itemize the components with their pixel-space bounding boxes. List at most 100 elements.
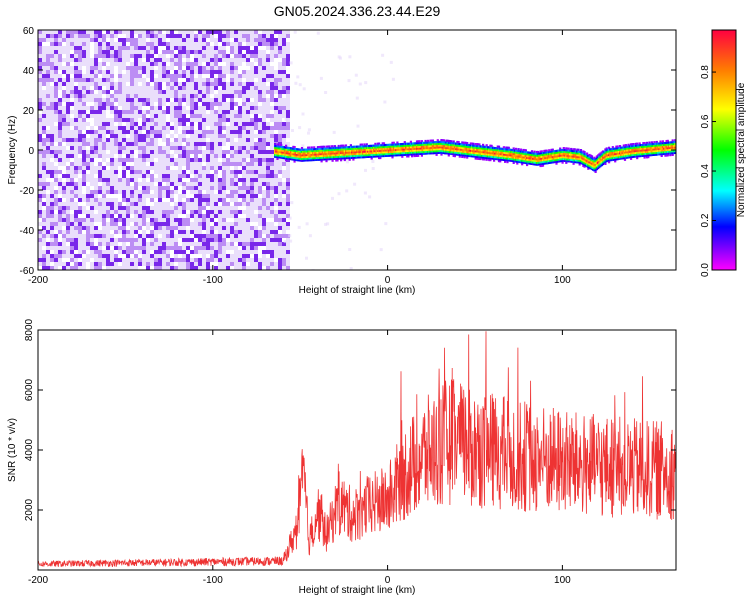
- noise-cell: [186, 66, 190, 70]
- noise-cell: [178, 54, 182, 58]
- noise-cell: [54, 182, 58, 186]
- heatmap-cell: [457, 144, 460, 147]
- heatmap-cell: [508, 159, 512, 162]
- noise-cell: [66, 50, 70, 54]
- noise-cell: [266, 166, 270, 170]
- heatmap-cell: [308, 153, 311, 156]
- noise-cell: [258, 138, 262, 142]
- noise-cell: [218, 218, 222, 222]
- noise-cell: [254, 38, 258, 42]
- noise-cell: [50, 170, 54, 174]
- heatmap-cell: [519, 153, 523, 157]
- noise-cell: [178, 58, 182, 62]
- noise-cell: [158, 238, 162, 242]
- heatmap-cell: [422, 152, 425, 155]
- noise-cell: [258, 238, 262, 242]
- noise-cell: [174, 70, 178, 74]
- noise-cell: [238, 218, 242, 222]
- noise-cell: [110, 46, 114, 50]
- heatmap-cell: [436, 144, 439, 147]
- noise-cell: [278, 266, 282, 270]
- noise-cell: [106, 246, 110, 250]
- noise-cell: [198, 130, 202, 134]
- heatmap-cell: [513, 153, 516, 156]
- noise-cell: [246, 78, 250, 82]
- noise-cell: [114, 230, 118, 234]
- heatmap-cell: [344, 146, 348, 149]
- heatmap-cell: [292, 156, 295, 159]
- noise-cell: [66, 34, 70, 38]
- noise-cell: [270, 174, 274, 178]
- heatmap-cell: [395, 150, 398, 153]
- noise-cell: [381, 53, 385, 57]
- noise-cell: [186, 118, 190, 122]
- noise-cell: [62, 58, 66, 62]
- noise-cell: [102, 202, 106, 206]
- heatmap-cell: [332, 148, 335, 151]
- heatmap-cell: [387, 143, 390, 146]
- noise-cell: [126, 118, 130, 122]
- noise-cell: [182, 234, 186, 238]
- heatmap-cell: [336, 150, 339, 153]
- noise-cell: [214, 122, 218, 126]
- heatmap-cell: [374, 151, 377, 154]
- heatmap-cell: [426, 146, 430, 150]
- heatmap-cell: [349, 149, 352, 152]
- noise-cell: [66, 70, 70, 74]
- noise-cell: [194, 246, 198, 250]
- noise-cell: [142, 262, 146, 266]
- heatmap-cell: [430, 146, 433, 149]
- noise-cell: [210, 150, 214, 154]
- heatmap-cell: [338, 150, 341, 153]
- heatmap-cell: [414, 153, 417, 156]
- noise-cell: [214, 126, 218, 130]
- heatmap-cell: [426, 150, 430, 153]
- heatmap-cell: [404, 150, 408, 153]
- heatmap-cell: [501, 151, 504, 154]
- noise-cell: [234, 254, 238, 258]
- heatmap-cell: [522, 156, 525, 159]
- noise-cell: [174, 58, 178, 62]
- heatmap-cell: [354, 156, 357, 159]
- noise-cell: [118, 42, 122, 46]
- noise-cell: [158, 122, 162, 126]
- noise-cell: [50, 98, 54, 102]
- heatmap-cell: [424, 139, 427, 143]
- noise-cell: [218, 66, 222, 70]
- noise-cell: [178, 94, 182, 98]
- noise-cell: [210, 114, 214, 118]
- noise-cell: [262, 222, 266, 226]
- noise-cell: [62, 118, 66, 122]
- heatmap-cell: [401, 153, 404, 156]
- noise-cell: [150, 198, 154, 202]
- heatmap-cell: [362, 154, 365, 157]
- noise-cell: [122, 138, 126, 142]
- noise-cell: [234, 226, 238, 230]
- noise-cell: [174, 254, 178, 258]
- noise-cell: [82, 102, 86, 106]
- noise-cell: [58, 154, 62, 158]
- heatmap-cell: [417, 140, 420, 143]
- heatmap-cell: [291, 149, 294, 152]
- noise-cell: [82, 142, 86, 146]
- noise-cell: [242, 174, 246, 178]
- heatmap-cell: [511, 154, 514, 157]
- heatmap-cell: [425, 150, 428, 153]
- noise-cell: [250, 102, 254, 106]
- noise-cell: [66, 130, 70, 134]
- heatmap-cell: [316, 155, 319, 158]
- heatmap-cell: [497, 156, 501, 159]
- noise-cell: [150, 230, 154, 234]
- heatmap-cell: [311, 155, 315, 158]
- noise-cell: [214, 162, 218, 166]
- noise-cell: [150, 194, 154, 198]
- noise-cell: [42, 154, 46, 158]
- noise-cell: [238, 222, 242, 226]
- noise-cell: [130, 234, 134, 238]
- heatmap-cell: [337, 157, 340, 160]
- noise-cell: [286, 202, 290, 206]
- heatmap-cell: [316, 158, 319, 161]
- heatmap-cell: [466, 149, 469, 152]
- noise-cell: [50, 174, 54, 178]
- noise-cell: [258, 58, 262, 62]
